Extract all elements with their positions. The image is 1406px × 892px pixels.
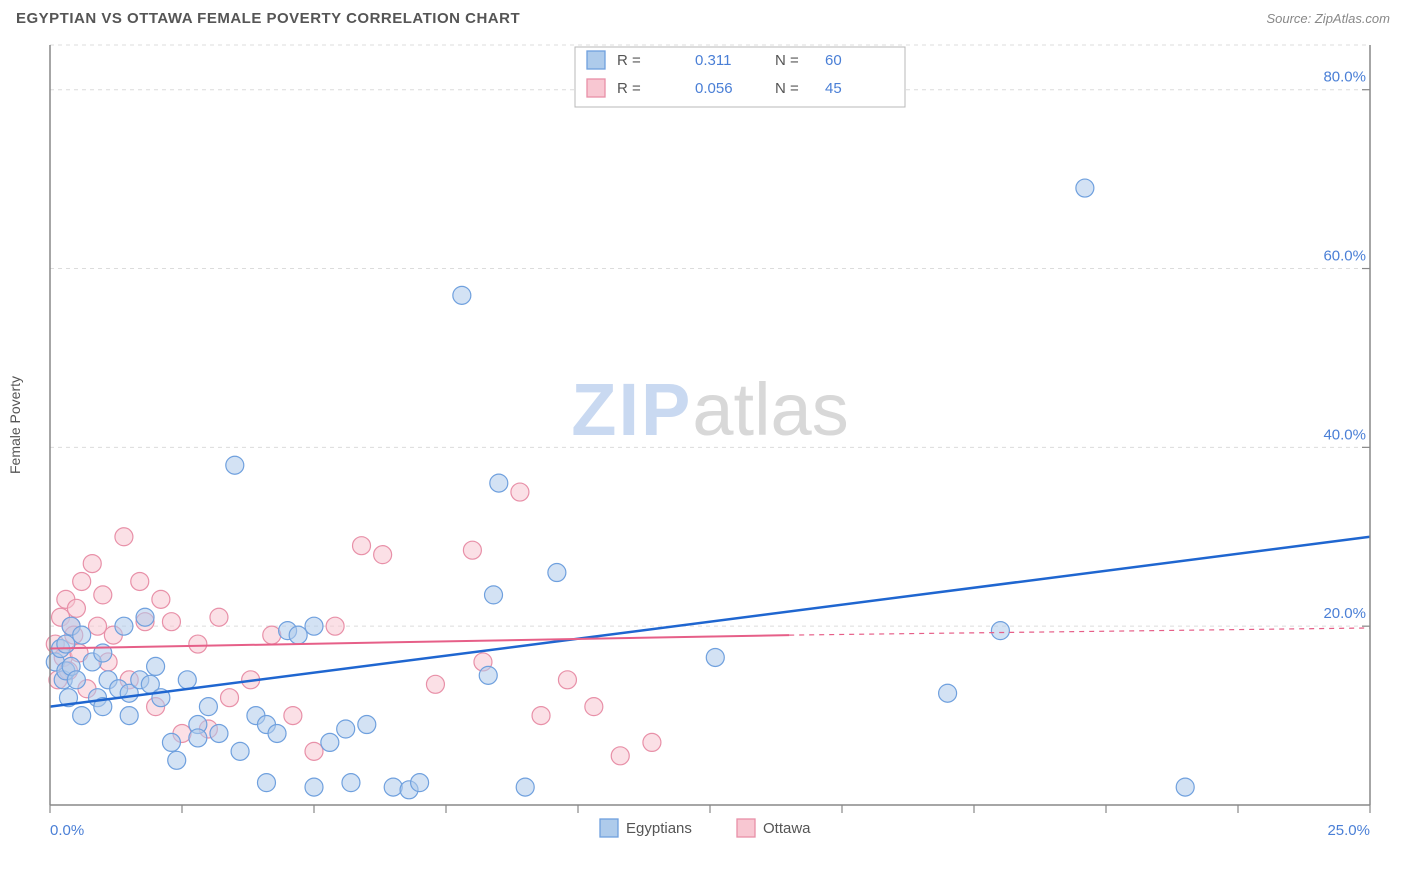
scatter-point: [939, 684, 957, 702]
scatter-point: [305, 617, 323, 635]
scatter-point: [358, 716, 376, 734]
scatter-point: [706, 648, 724, 666]
scatter-point: [289, 626, 307, 644]
scatter-point: [511, 483, 529, 501]
scatter-point: [384, 778, 402, 796]
stats-n-label: N =: [775, 80, 799, 97]
scatter-point: [147, 657, 165, 675]
stats-r-label: R =: [617, 80, 641, 97]
scatter-point: [337, 720, 355, 738]
scatter-point: [643, 733, 661, 751]
scatter-point: [120, 707, 138, 725]
scatter-point: [490, 474, 508, 492]
scatter-point: [558, 671, 576, 689]
scatter-point: [585, 698, 603, 716]
scatter-point: [991, 622, 1009, 640]
y-axis-label: Female Poverty: [7, 376, 23, 474]
scatter-point: [268, 724, 286, 742]
scatter-point: [73, 626, 91, 644]
chart-title: EGYPTIAN VS OTTAWA FEMALE POVERTY CORREL…: [16, 10, 520, 27]
chart-header: EGYPTIAN VS OTTAWA FEMALE POVERTY CORREL…: [0, 0, 1406, 35]
scatter-point: [189, 729, 207, 747]
scatter-point: [73, 572, 91, 590]
scatter-point: [89, 617, 107, 635]
scatter-point: [83, 555, 101, 573]
scatter-point: [411, 774, 429, 792]
scatter-point: [611, 747, 629, 765]
scatter-chart: ZIPatlas 0.0% 25.0% 20.0% 40.0% 60.0% 80.0% Fem…: [0, 35, 1406, 885]
scatter-point: [284, 707, 302, 725]
stats-r-value: 0.311: [695, 52, 731, 69]
scatter-point: [67, 599, 85, 617]
scatter-point: [231, 742, 249, 760]
legend-label: Egyptians: [626, 820, 692, 837]
scatter-point: [178, 671, 196, 689]
x-tick-label: 0.0%: [50, 822, 84, 839]
scatter-point: [168, 751, 186, 769]
scatter-point: [485, 586, 503, 604]
scatter-point: [189, 635, 207, 653]
scatter-point: [67, 671, 85, 689]
y-tick-label: 60.0%: [1323, 248, 1366, 265]
scatter-point: [326, 617, 344, 635]
scatter-point: [342, 774, 360, 792]
scatter-point: [210, 724, 228, 742]
scatter-point: [321, 733, 339, 751]
legend-swatch: [737, 819, 755, 837]
scatter-point: [426, 675, 444, 693]
x-tick-label: 25.0%: [1327, 822, 1370, 839]
legend-label: Ottawa: [763, 820, 811, 837]
y-tick-label: 20.0%: [1323, 605, 1366, 622]
stats-swatch: [587, 79, 605, 97]
scatter-point: [374, 546, 392, 564]
scatter-point: [94, 586, 112, 604]
scatter-point: [453, 286, 471, 304]
scatter-point: [305, 742, 323, 760]
scatter-point: [162, 613, 180, 631]
scatter-point: [548, 564, 566, 582]
scatter-point: [463, 541, 481, 559]
scatter-point: [115, 528, 133, 546]
chart-container: ZIPatlas 0.0% 25.0% 20.0% 40.0% 60.0% 80.0% Fem…: [0, 35, 1406, 885]
scatter-point: [226, 456, 244, 474]
scatter-point: [532, 707, 550, 725]
scatter-point: [305, 778, 323, 796]
legend-swatch: [600, 819, 618, 837]
y-tick-label: 40.0%: [1323, 426, 1366, 443]
scatter-point: [479, 666, 497, 684]
stats-r-label: R =: [617, 52, 641, 69]
y-tick-label: 80.0%: [1323, 69, 1366, 86]
source-credit: Source: ZipAtlas.com: [1266, 11, 1390, 26]
scatter-point: [131, 572, 149, 590]
stats-n-label: N =: [775, 52, 799, 69]
scatter-point: [162, 733, 180, 751]
source-label: Source:: [1266, 11, 1314, 26]
scatter-point: [257, 774, 275, 792]
scatter-point: [57, 635, 75, 653]
source-name: ZipAtlas.com: [1315, 11, 1390, 26]
scatter-point: [210, 608, 228, 626]
scatter-point: [1076, 179, 1094, 197]
stats-n-value: 45: [825, 80, 842, 97]
scatter-point: [1176, 778, 1194, 796]
watermark: ZIPatlas: [571, 368, 848, 451]
scatter-point: [152, 590, 170, 608]
stats-swatch: [587, 51, 605, 69]
stats-r-value: 0.056: [695, 80, 733, 97]
scatter-point: [73, 707, 91, 725]
scatter-point: [136, 608, 154, 626]
stats-n-value: 60: [825, 52, 842, 69]
scatter-point: [516, 778, 534, 796]
scatter-point: [115, 617, 133, 635]
scatter-point: [199, 698, 217, 716]
scatter-point: [221, 689, 239, 707]
scatter-point: [353, 537, 371, 555]
scatter-point: [263, 626, 281, 644]
